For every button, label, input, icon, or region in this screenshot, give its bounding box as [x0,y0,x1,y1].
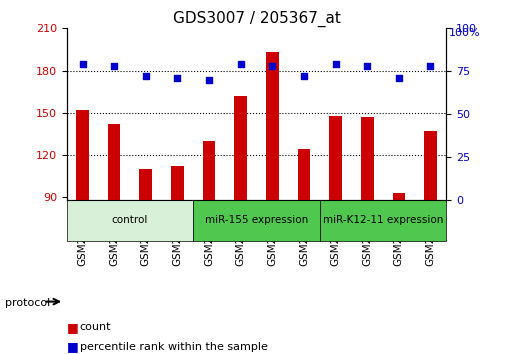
Point [363,63,371,69]
Bar [329,116,342,324]
FancyBboxPatch shape [67,200,193,241]
Text: ■: ■ [67,321,78,334]
Point [236,62,245,67]
Bar [76,110,89,324]
Bar [234,96,247,324]
Text: miR-155 expression: miR-155 expression [205,216,308,225]
Bar [424,131,437,324]
Bar [361,117,373,324]
Point [205,77,213,83]
Bar [171,166,184,324]
Bar [298,149,310,324]
Title: GDS3007 / 205367_at: GDS3007 / 205367_at [172,11,341,27]
Bar [108,124,121,324]
FancyBboxPatch shape [193,200,320,241]
Point [110,63,118,69]
Point [78,62,87,67]
Text: 100%: 100% [449,28,481,38]
Text: count: count [80,322,111,332]
Bar [203,141,215,324]
Bar [140,169,152,324]
Text: protocol: protocol [5,298,50,308]
Point [173,75,182,81]
Point [268,63,277,69]
Point [142,74,150,79]
Point [426,63,435,69]
Text: control: control [112,216,148,225]
Bar [266,52,279,324]
Point [300,74,308,79]
Bar [392,193,405,324]
Text: percentile rank within the sample: percentile rank within the sample [80,342,267,352]
FancyBboxPatch shape [320,200,446,241]
Text: miR-K12-11 expression: miR-K12-11 expression [323,216,443,225]
Text: ■: ■ [67,341,78,353]
Point [331,62,340,67]
Point [394,75,403,81]
